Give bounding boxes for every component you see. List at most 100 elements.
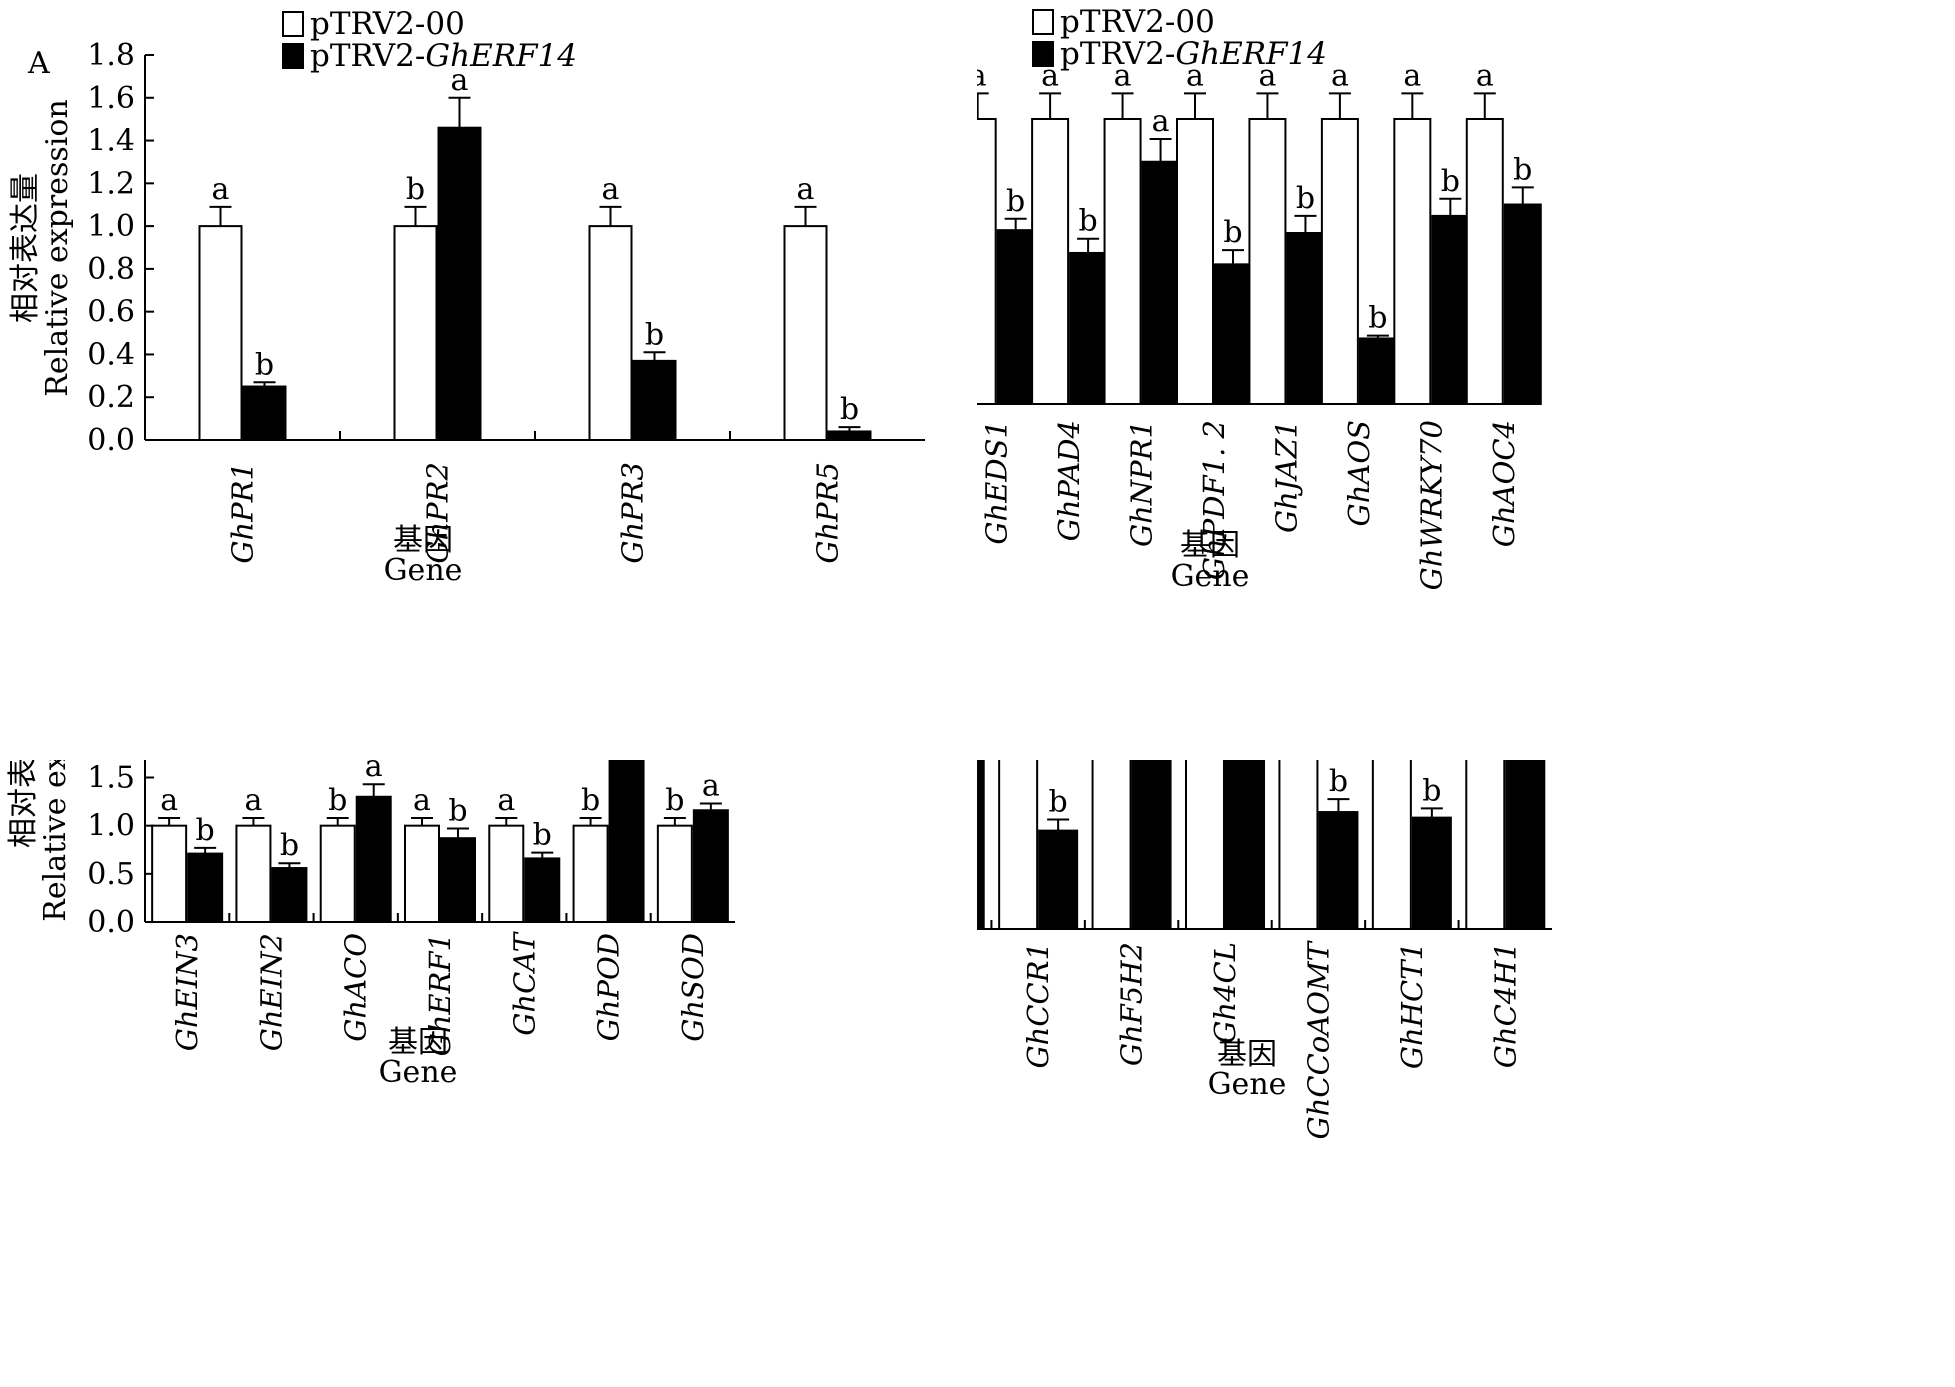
significance-letter: b bbox=[581, 783, 600, 818]
y-axis-title-cn: 相对表达量 bbox=[6, 760, 41, 848]
significance-letter: b bbox=[1223, 215, 1242, 250]
y-tick-label: 0.5 bbox=[87, 857, 135, 892]
bar-control bbox=[1371, 760, 1412, 930]
significance-letter: a bbox=[365, 760, 383, 784]
bar-treatment bbox=[1503, 203, 1542, 405]
panel-b-chart: B0.00.20.40.60.81.01.2abGhICS1abGhEDS1ab… bbox=[977, 4, 1542, 594]
significance-letter: a bbox=[1331, 58, 1349, 93]
panel-d-chart: D0.00.20.40.60.81.01.21.41.6baGhPALabGhC… bbox=[977, 760, 1552, 1139]
significance-letter: a bbox=[1041, 58, 1059, 93]
category-label: GhCAT bbox=[507, 930, 541, 1035]
category-label: GhPR5 bbox=[811, 462, 845, 564]
category-label: GhEIN2 bbox=[254, 933, 288, 1051]
significance-letter: b bbox=[1006, 184, 1025, 219]
category-label: GhF5H2 bbox=[1115, 942, 1149, 1066]
y-tick-label: 1.4 bbox=[87, 124, 135, 159]
x-axis-title-en: Gene bbox=[379, 1055, 458, 1090]
significance-letter: b bbox=[1079, 204, 1098, 239]
significance-letter: a bbox=[1403, 58, 1421, 93]
legend-label-treatment: pTRV2-GhERF14 bbox=[1060, 36, 1327, 72]
bar-control bbox=[404, 824, 440, 924]
bar-control bbox=[393, 225, 438, 441]
bar-treatment bbox=[271, 867, 308, 924]
y-tick-label: 1.0 bbox=[87, 209, 135, 244]
bar-control bbox=[488, 824, 525, 924]
bar-treatment bbox=[440, 837, 476, 923]
significance-letter: b bbox=[1296, 181, 1315, 216]
category-label: GhEIN3 bbox=[170, 933, 204, 1051]
panel-content: B0.00.20.40.60.81.01.2abGhICS1abGhEDS1ab… bbox=[977, 4, 1542, 594]
bar-treatment bbox=[1431, 214, 1470, 405]
panel-content: A 0.0 0.2 0.4 0.6 0.8 1.0 1.2 1.4 1.6 1.8 a b GhPR1 b a… bbox=[8, 6, 925, 588]
category-label: GhPR1 bbox=[226, 462, 260, 564]
significance-letter: a bbox=[1152, 104, 1170, 139]
bar-treatment bbox=[1214, 263, 1252, 405]
y-tick-label: 1.2 bbox=[87, 166, 135, 201]
bar-control bbox=[1031, 118, 1070, 405]
bar-treatment bbox=[437, 126, 482, 441]
bar-treatment bbox=[1505, 760, 1546, 931]
significance-letter: b bbox=[1441, 164, 1460, 199]
significance-letter: b bbox=[1513, 152, 1532, 187]
bar-control bbox=[1091, 760, 1132, 930]
significance-letter: a bbox=[702, 769, 720, 804]
legend-label-gene: GhERF14 bbox=[425, 38, 577, 74]
bar-treatment bbox=[1411, 816, 1452, 930]
bar-control bbox=[977, 118, 997, 405]
significance-letter: b bbox=[533, 818, 552, 853]
legend-label-prefix: pTRV2- bbox=[1060, 36, 1175, 72]
significance-letter: b bbox=[1368, 301, 1387, 336]
significance-letter: b bbox=[255, 347, 274, 382]
legend-swatch-treatment bbox=[282, 43, 304, 69]
category-label: GhWRKY70 bbox=[1414, 420, 1448, 590]
bar-control bbox=[1465, 760, 1506, 930]
y-axis-title-en: Relative expression bbox=[38, 760, 73, 922]
legend-label-prefix: pTRV2- bbox=[310, 38, 425, 74]
legend-swatch-control bbox=[1032, 9, 1054, 35]
bar-treatment bbox=[242, 385, 287, 441]
x-axis-title-cn: 基因 bbox=[393, 523, 453, 558]
bar-treatment bbox=[355, 795, 392, 923]
x-axis-title-cn: 基因 bbox=[1180, 528, 1240, 563]
category-label: GhJAZ1 bbox=[1269, 420, 1303, 533]
bar-treatment bbox=[632, 359, 677, 441]
legend-label-treatment: pTRV2-GhERF14 bbox=[310, 38, 577, 74]
y-tick-label: 1.5 bbox=[87, 761, 135, 796]
bar-treatment bbox=[608, 760, 645, 923]
category-label: GhAOC4 bbox=[1487, 420, 1521, 547]
panel-a-chart: A 0.0 0.2 0.4 0.6 0.8 1.0 1.2 1.4 1.6 1.8 a b GhPR1 b a… bbox=[8, 6, 925, 588]
bar-treatment bbox=[1069, 251, 1108, 405]
significance-letter: a bbox=[1186, 58, 1204, 93]
legend-label-control: pTRV2-00 bbox=[1060, 4, 1215, 40]
significance-letter: a bbox=[1258, 58, 1276, 93]
category-label: GhPR2 bbox=[421, 462, 455, 564]
significance-letter: b bbox=[1422, 773, 1441, 808]
category-label: Gh4CL bbox=[1208, 942, 1242, 1044]
bar-control bbox=[198, 225, 243, 441]
significance-letter: b bbox=[196, 813, 215, 848]
y-tick-label: 0.2 bbox=[87, 380, 135, 415]
bar-control bbox=[998, 760, 1039, 930]
category-label: GhHCT1 bbox=[1395, 942, 1429, 1069]
significance-letter: a bbox=[797, 172, 815, 207]
significance-letter: a bbox=[212, 172, 230, 207]
bar-control bbox=[235, 824, 272, 924]
legend-label-gene: GhERF14 bbox=[1175, 36, 1327, 72]
panel-content: C0.00.51.01.52.02.53.0abGhEIN3abGhEIN2ba… bbox=[6, 760, 735, 1090]
category-label: GhERF1 bbox=[423, 933, 457, 1056]
bar-control bbox=[1248, 118, 1287, 405]
bar-treatment bbox=[1141, 160, 1180, 405]
y-tick-label: 0.6 bbox=[87, 295, 135, 330]
bar-control bbox=[1176, 118, 1214, 405]
bar-control bbox=[1278, 760, 1319, 930]
bar-control bbox=[656, 824, 693, 924]
y-axis-title-cn: 相对表达量 bbox=[8, 173, 43, 323]
significance-letter: b bbox=[280, 828, 299, 863]
significance-letter: b bbox=[1049, 784, 1068, 819]
bar-treatment bbox=[977, 760, 985, 930]
category-label: GhPDF1. 2 bbox=[1197, 420, 1231, 580]
significance-letter: a bbox=[451, 63, 469, 98]
bar-control bbox=[1320, 118, 1359, 405]
panel-a-tag: A bbox=[27, 46, 50, 81]
significance-letter: a bbox=[244, 783, 262, 818]
